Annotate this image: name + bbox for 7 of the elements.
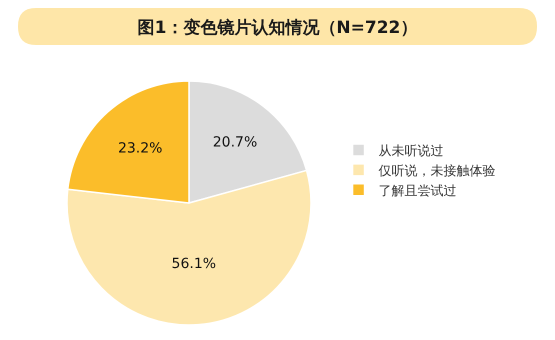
legend-label: 仅听说，未接触体验 xyxy=(378,164,496,179)
chart-title: 图1：变色镜片认知情况（N=722） xyxy=(138,18,418,38)
legend-label: 从未听说过 xyxy=(378,144,444,160)
data-label: 20.7% xyxy=(212,134,258,151)
data-label: 23.2% xyxy=(118,140,162,156)
legend-label: 了解且尝试过 xyxy=(378,184,457,199)
data-label: 56.1% xyxy=(172,256,216,272)
